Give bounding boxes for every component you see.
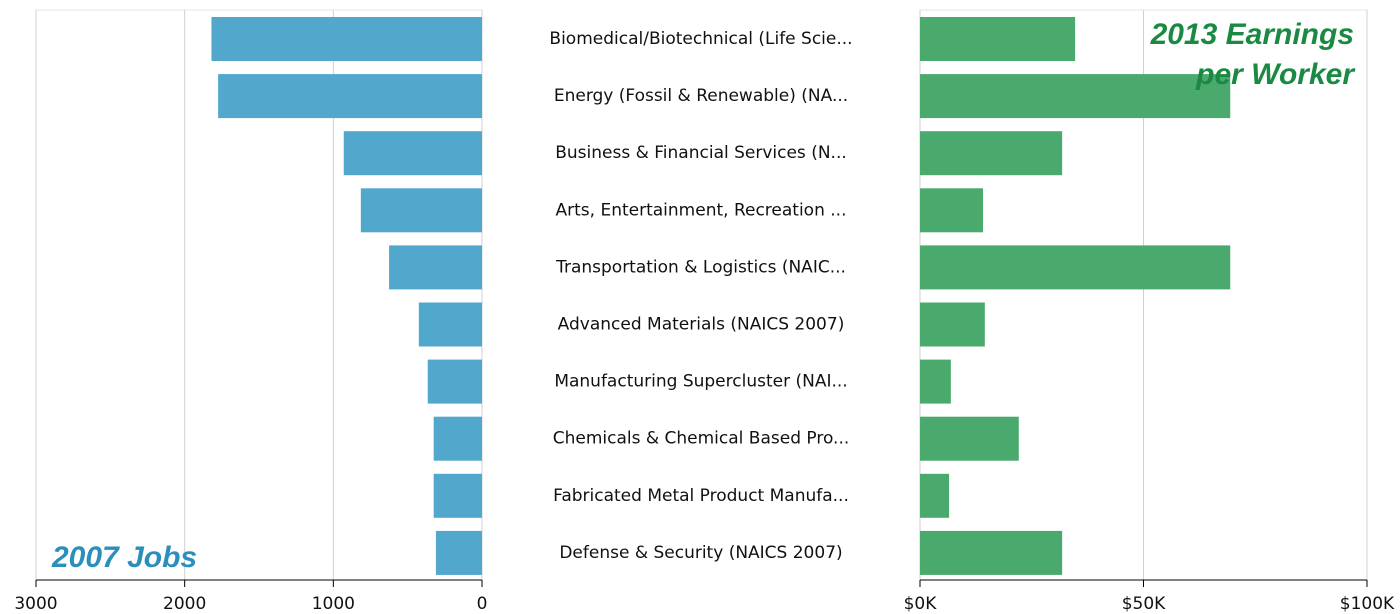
- bar: [920, 245, 1231, 290]
- bar: [211, 17, 482, 61]
- bar: [920, 188, 984, 233]
- bar: [433, 473, 482, 518]
- bar: [920, 74, 1231, 119]
- category-label: Defense & Security (NAICS 2007): [559, 543, 842, 563]
- bar: [360, 188, 482, 233]
- bar: [389, 245, 482, 290]
- category-label: Advanced Materials (NAICS 2007): [558, 315, 845, 335]
- x-tick-label: 3000: [14, 594, 57, 614]
- category-label: Manufacturing Supercluster (NAI...: [554, 372, 847, 392]
- bar: [920, 530, 1063, 575]
- x-tick-label: $0K: [904, 594, 938, 614]
- category-label: Biomedical/Biotechnical (Life Scie...: [549, 29, 852, 49]
- x-tick-label: $100K: [1340, 594, 1395, 614]
- category-label: Transportation & Logistics (NAIC...: [555, 257, 846, 277]
- x-tick-label: 0: [477, 594, 488, 614]
- bar: [920, 359, 951, 404]
- category-label: Business & Financial Services (N...: [555, 143, 847, 163]
- x-tick-label: 1000: [312, 594, 355, 614]
- x-tick-label: 2000: [163, 594, 206, 614]
- category-label: Energy (Fossil & Renewable) (NA...: [554, 86, 848, 106]
- x-tick-label: $50K: [1122, 594, 1166, 614]
- bar: [920, 473, 950, 518]
- panel-title: 2013 Earnings per Worker: [1150, 18, 1354, 91]
- bar: [920, 131, 1063, 176]
- bar: [418, 302, 482, 347]
- bar: [427, 359, 482, 404]
- bar: [920, 17, 1076, 61]
- bar: [433, 416, 482, 461]
- category-label: Arts, Entertainment, Recreation ...: [556, 200, 847, 220]
- bar: [343, 131, 482, 176]
- category-label: Chemicals & Chemical Based Pro...: [553, 429, 850, 449]
- bar: [920, 416, 1019, 461]
- category-label: Fabricated Metal Product Manufa...: [553, 486, 849, 506]
- panel-title: 2007 Jobs: [52, 541, 198, 574]
- bar: [218, 74, 482, 119]
- bar: [920, 302, 985, 347]
- bar: [435, 530, 482, 575]
